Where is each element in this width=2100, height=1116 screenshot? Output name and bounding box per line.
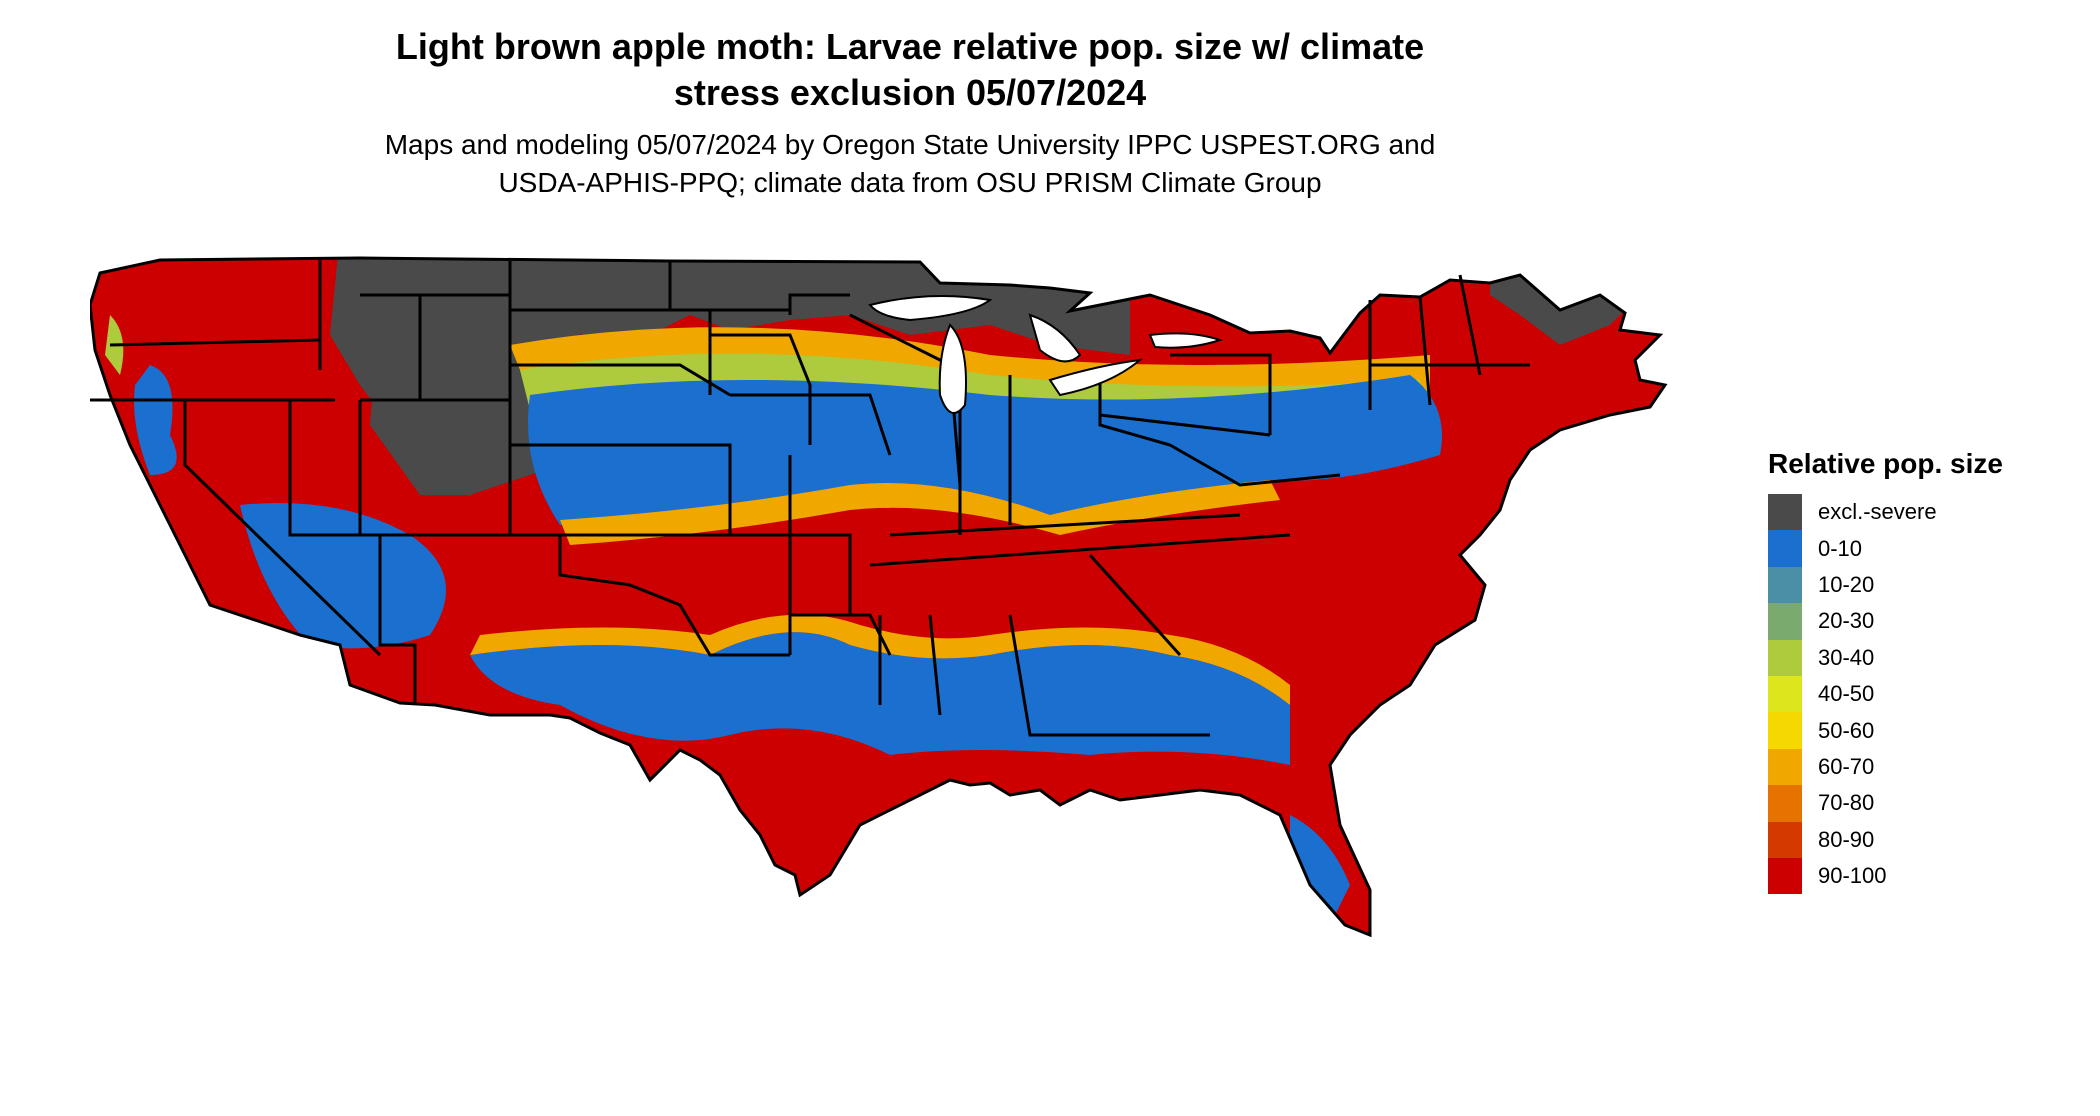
border-sd-ne	[510, 363, 731, 397]
legend-swatch	[1768, 748, 1802, 786]
legend-swatch	[1768, 639, 1802, 676]
legend-label: 80-90	[1818, 826, 1875, 852]
lake-ontario	[1148, 332, 1224, 349]
border-ky-tn	[889, 513, 1241, 537]
border-ar-la	[790, 613, 892, 656]
border-pa-ny	[1170, 353, 1272, 435]
legend-swatch	[1768, 603, 1802, 640]
blue-southwest-zone	[240, 503, 446, 649]
border-mn-wi	[788, 293, 850, 315]
subtitle-line-1: Maps and modeling 05/07/2024 by Oregon S…	[384, 129, 1436, 160]
legend-label: 10-20	[1818, 571, 1875, 597]
legend-swatch	[1768, 712, 1802, 749]
transition-band-south	[560, 480, 1280, 545]
us-outline	[90, 256, 1668, 938]
legend-item: 90-100	[1768, 857, 2003, 895]
legend-label: 30-40	[1818, 644, 1875, 670]
legend-item: 80-90	[1768, 821, 2003, 858]
legend-label: 90-100	[1818, 863, 1887, 889]
legend-items: excl.-severe 0-10 10-20 20-30 30-40 40-50 50-6…	[1768, 494, 2003, 895]
legend-item: 70-80	[1768, 785, 2003, 822]
legend-label: 50-60	[1818, 717, 1875, 743]
great-lakes	[868, 295, 1224, 414]
legend-swatch	[1768, 785, 1802, 822]
lake-erie	[1048, 358, 1144, 397]
legend-item: 0-10	[1768, 530, 2003, 567]
border-nv-ut-az	[288, 400, 380, 537]
legend-item: 20-30	[1768, 603, 2003, 640]
border-va-nc	[1169, 443, 1341, 487]
border-ne-ks	[510, 443, 732, 535]
border-nd-mn	[668, 261, 790, 312]
legend-label: 60-70	[1818, 753, 1875, 779]
map-title: Light brown apple moth: Larvae relative …	[240, 24, 1580, 116]
legend-swatch	[1768, 821, 1802, 858]
title-line-1: Light brown apple moth: Larvae relative …	[395, 26, 1425, 67]
legend-item: excl.-severe	[1768, 494, 2003, 531]
lake-superior	[868, 295, 993, 322]
legend-item: 30-40	[1768, 639, 2003, 676]
legend-swatch	[1768, 857, 1802, 895]
legend-label: 0-10	[1818, 535, 1863, 561]
border-ia-mo	[730, 393, 892, 456]
border-co-nm	[380, 398, 512, 537]
border-nh-me	[1458, 274, 1482, 376]
border-oh-pa	[1098, 375, 1171, 447]
border-vt-nh	[1418, 296, 1432, 406]
legend-item: 10-20	[1768, 566, 2003, 604]
transition-band-gulf	[470, 614, 1290, 705]
transition-band-north	[510, 327, 1430, 403]
legend-swatch	[1768, 494, 1802, 531]
legend-label: 70-80	[1818, 790, 1875, 816]
legend-swatch	[1768, 566, 1802, 604]
border-mo-ar	[788, 455, 852, 615]
blue-florida-tip	[1290, 815, 1350, 925]
legend-label: 40-50	[1818, 681, 1875, 707]
legend-label: 20-30	[1818, 608, 1875, 634]
legend-title: Relative pop. size	[1768, 448, 2003, 479]
blue-california-coast	[134, 365, 177, 475]
border-pa-md	[1099, 413, 1271, 437]
border-wa-or	[109, 338, 321, 347]
legend-item: 60-70	[1768, 748, 2003, 786]
legend-swatch	[1768, 675, 1802, 713]
subtitle-line-2: USDA-APHIS-PPQ; climate data from OSU PR…	[498, 167, 1322, 198]
border-ms-al	[928, 614, 942, 716]
lake-huron	[1028, 313, 1082, 363]
legend-label: excl.-severe	[1818, 499, 1937, 525]
title-line-2: stress exclusion 05/07/2024	[673, 72, 1147, 113]
legend-item: 50-60	[1768, 712, 2003, 749]
border-ca-nv	[183, 400, 382, 657]
legend-item: 40-50	[1768, 675, 2003, 713]
border-ut-az	[358, 400, 417, 705]
blue-central-band	[528, 375, 1442, 525]
state-borders	[90, 256, 1668, 938]
border-tn-south	[869, 533, 1291, 567]
legend-swatch	[1768, 530, 1802, 567]
map-subtitle: Maps and modeling 05/07/2024 by Oregon S…	[240, 126, 1580, 202]
heat-layer	[90, 258, 1665, 935]
border-al-ga-fl	[1008, 614, 1210, 737]
us-map	[90, 256, 1668, 938]
border-mn-ia	[710, 333, 812, 445]
border-ok-tx	[558, 535, 790, 657]
lake-michigan	[938, 323, 967, 414]
border-ga-sc	[1088, 553, 1182, 657]
legend: Relative pop. size excl.-severe 0-10 10-20…	[1768, 448, 2003, 895]
